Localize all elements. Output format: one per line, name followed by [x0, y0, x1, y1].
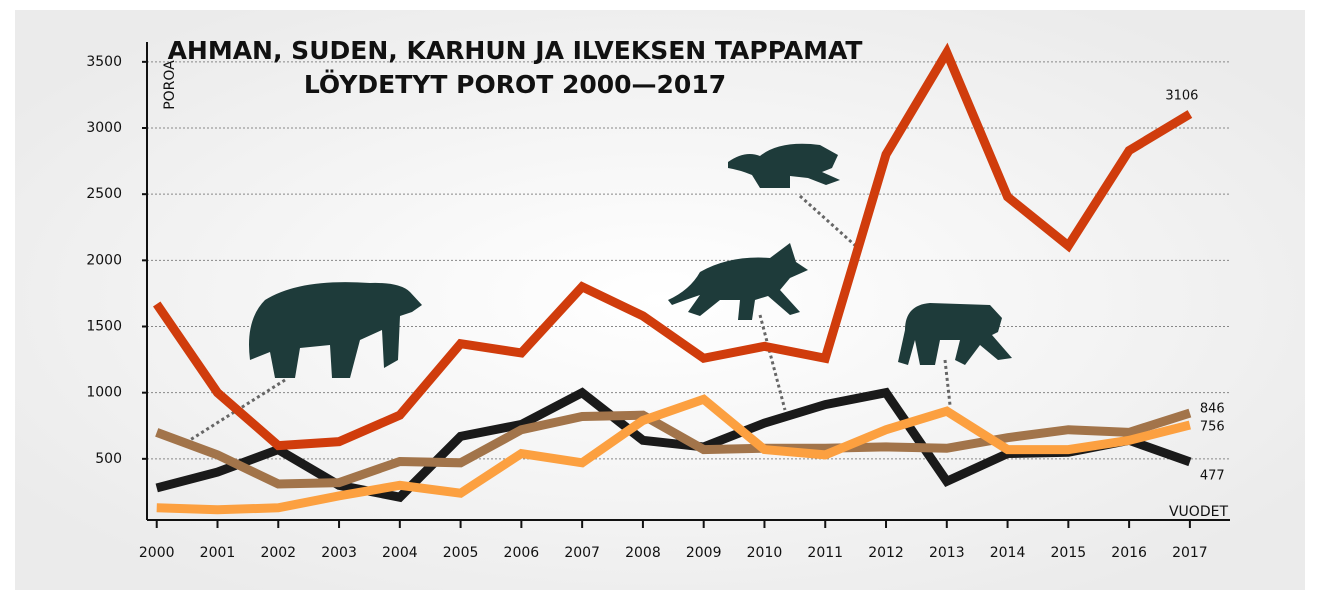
data-label: 756 — [1200, 419, 1225, 434]
data-label: 477 — [1200, 468, 1225, 483]
y-tick-label: 500 — [95, 451, 122, 467]
chart: 500 1000 1500 2000 2500 3000 3500 2000 2001 2002 2… — [0, 0, 1320, 601]
y-tick-label: 1000 — [86, 385, 122, 401]
x-tick-label: 2015 — [1051, 545, 1087, 561]
x-tick-label: 2006 — [504, 545, 540, 561]
x-tick-label: 2017 — [1172, 545, 1208, 561]
data-label: 3106 — [1165, 88, 1198, 103]
chart-title: LÖYDETYT POROT 2000—2017 — [304, 69, 726, 99]
x-tick-label: 2016 — [1111, 545, 1147, 561]
y-tick-label: 1500 — [86, 319, 122, 335]
y-tick-label: 3000 — [86, 120, 122, 136]
x-tick-label: 2014 — [990, 545, 1026, 561]
y-tick-label: 2500 — [86, 186, 122, 202]
y-tick-label: 3500 — [86, 54, 122, 70]
x-tick-label: 2004 — [382, 545, 418, 561]
x-tick-label: 2008 — [625, 545, 661, 561]
x-tick-label: 2001 — [200, 545, 236, 561]
x-tick-label: 2003 — [321, 545, 357, 561]
x-tick-label: 2007 — [564, 545, 600, 561]
x-tick-label: 2012 — [868, 545, 904, 561]
x-tick-label: 2000 — [139, 545, 175, 561]
x-tick-label: 2013 — [929, 545, 965, 561]
y-axis-label: POROA — [162, 60, 178, 110]
x-tick-label: 2009 — [686, 545, 722, 561]
x-tick-label: 2010 — [747, 545, 783, 561]
chart-title: AHMAN, SUDEN, KARHUN JA ILVEKSEN TAPPAMA… — [168, 36, 863, 65]
data-label: 846 — [1200, 402, 1225, 417]
x-tick-label: 2002 — [260, 545, 296, 561]
y-tick-label: 2000 — [86, 252, 122, 268]
x-tick-label: 2011 — [807, 545, 843, 561]
x-axis-label: VUODET — [1169, 504, 1228, 520]
x-tick-label: 2005 — [443, 545, 479, 561]
